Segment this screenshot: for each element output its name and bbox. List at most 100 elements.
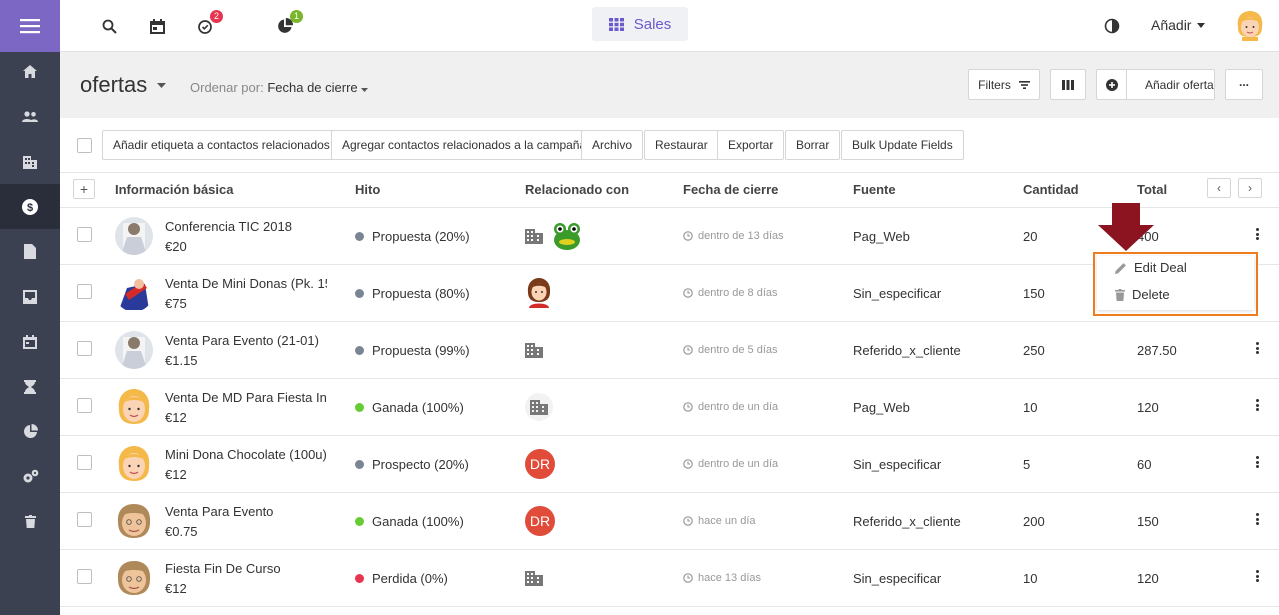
- calendar-icon[interactable]: [145, 14, 169, 38]
- column-header[interactable]: Relacionado con: [525, 182, 630, 197]
- row-checkbox[interactable]: [77, 227, 92, 242]
- row-actions-icon[interactable]: [1253, 340, 1261, 356]
- row-actions-icon[interactable]: [1253, 454, 1261, 470]
- table-row[interactable]: Venta De MD Para Fiesta Infa €12 Ganada (1…: [60, 379, 1279, 436]
- trash-icon[interactable]: [0, 499, 60, 544]
- source-cell: Sin_especificar: [853, 457, 942, 472]
- home-icon[interactable]: [0, 49, 60, 94]
- deal-avatar[interactable]: [115, 274, 153, 312]
- export-button[interactable]: Exportar: [717, 130, 785, 160]
- reports-icon[interactable]: [0, 409, 60, 454]
- reports-icon[interactable]: 1: [273, 10, 303, 38]
- context-menu: Edit Deal Delete: [1093, 252, 1258, 316]
- scroll-right-icon[interactable]: ›: [1238, 178, 1262, 198]
- contact-initials[interactable]: DR: [525, 506, 555, 536]
- table-row[interactable]: Venta Para Evento €0.75 Ganada (100%) DR hac…: [60, 493, 1279, 550]
- app-switcher-button[interactable]: Sales: [592, 7, 688, 41]
- table-row[interactable]: Venta Para Evento (21-01) €1.15 Propuesta …: [60, 322, 1279, 379]
- filters-button[interactable]: Filters: [968, 69, 1040, 100]
- stage-dot-icon: [355, 517, 364, 526]
- user-avatar[interactable]: [1236, 11, 1264, 41]
- add-to-campaign-button[interactable]: Agregar contactos relacionados a la camp…: [331, 130, 598, 160]
- deal-name[interactable]: Venta De Mini Donas (Pk. 15: [165, 276, 327, 291]
- add-label: Añadir: [1151, 17, 1192, 33]
- row-checkbox[interactable]: [77, 284, 92, 299]
- alarm-icon[interactable]: 2: [193, 10, 223, 38]
- close-date-cell: hace un día: [683, 515, 756, 527]
- deal-avatar[interactable]: [115, 445, 153, 483]
- contact-initials[interactable]: DR: [525, 449, 555, 479]
- deal-avatar[interactable]: [115, 559, 153, 597]
- scroll-left-icon[interactable]: ‹: [1207, 178, 1231, 198]
- edit-deal-item[interactable]: Edit Deal: [1115, 260, 1187, 275]
- row-checkbox[interactable]: [77, 398, 92, 413]
- theme-toggle-icon[interactable]: [1100, 14, 1124, 38]
- calendar-icon[interactable]: [0, 319, 60, 364]
- contact-avatar[interactable]: [525, 278, 553, 308]
- column-header[interactable]: Fecha de cierre: [683, 182, 779, 197]
- select-all-checkbox[interactable]: [77, 138, 92, 153]
- deal-avatar[interactable]: [115, 502, 153, 540]
- columns-view-button[interactable]: [1050, 69, 1086, 100]
- column-header[interactable]: Fuente: [853, 182, 896, 197]
- deal-name[interactable]: Conferencia TIC 2018: [165, 219, 292, 234]
- row-checkbox[interactable]: [77, 455, 92, 470]
- inbox-icon[interactable]: [0, 274, 60, 319]
- topbar: 2 1 Sales Añadir: [60, 0, 1279, 52]
- contacts-icon[interactable]: [0, 94, 60, 139]
- deal-amount: €12: [165, 410, 187, 425]
- table-row[interactable]: Venta De Mini Donas (Pk. 15 €75 Propuesta …: [60, 265, 1279, 322]
- deal-name[interactable]: Mini Dona Chocolate (100u): [165, 447, 327, 462]
- add-deal-button[interactable]: Añadir oferta: [1096, 69, 1215, 100]
- filters-label: Filters: [978, 77, 1011, 92]
- settings-icon[interactable]: [0, 454, 60, 499]
- document-icon[interactable]: [0, 229, 60, 274]
- search-icon[interactable]: [97, 14, 121, 38]
- column-header[interactable]: Cantidad: [1023, 182, 1079, 197]
- archive-button[interactable]: Archivo: [581, 130, 644, 160]
- row-actions-icon[interactable]: [1253, 568, 1261, 584]
- stage-cell: Ganada (100%): [355, 400, 464, 415]
- add-column-button[interactable]: +: [73, 179, 95, 199]
- deal-avatar[interactable]: [115, 217, 153, 255]
- sort-control[interactable]: Ordenar por: Fecha de cierre: [190, 80, 369, 95]
- table-row[interactable]: Fiesta Fin De Curso €12 Perdida (0%) hace 1…: [60, 550, 1279, 607]
- context-menu-panel: Edit Deal Delete: [1097, 256, 1254, 310]
- row-checkbox[interactable]: [77, 569, 92, 584]
- row-checkbox[interactable]: [77, 341, 92, 356]
- bulk-update-button[interactable]: Bulk Update Fields: [841, 130, 964, 160]
- company-icon: [525, 571, 543, 586]
- deal-avatar[interactable]: [115, 388, 153, 426]
- deal-name[interactable]: Fiesta Fin De Curso: [165, 561, 281, 576]
- column-header[interactable]: Hito: [355, 182, 381, 197]
- column-header[interactable]: Información básica: [115, 182, 234, 197]
- row-checkbox[interactable]: [77, 512, 92, 527]
- table-row[interactable]: Mini Dona Chocolate (100u) €12 Prospecto (…: [60, 436, 1279, 493]
- hourglass-icon[interactable]: [0, 364, 60, 409]
- related-cell: DR: [525, 448, 555, 480]
- menu-icon[interactable]: [0, 0, 60, 52]
- deals-icon[interactable]: $: [0, 184, 60, 229]
- close-date: hace 13 días: [698, 572, 761, 584]
- companies-icon[interactable]: [0, 139, 60, 184]
- related-cell: [525, 334, 543, 366]
- column-header[interactable]: Total: [1137, 182, 1168, 197]
- source-cell: Sin_especificar: [853, 286, 942, 301]
- contact-avatar[interactable]: [551, 220, 583, 252]
- delete-button[interactable]: Borrar: [785, 130, 841, 160]
- deal-name[interactable]: Venta Para Evento (21-01): [165, 333, 319, 348]
- delete-item[interactable]: Delete: [1115, 287, 1170, 302]
- stage-dot-icon: [355, 289, 364, 298]
- tag-contacts-button[interactable]: Añadir etiqueta a contactos relacionados: [102, 130, 341, 160]
- restore-button[interactable]: Restaurar: [644, 130, 719, 160]
- add-dropdown[interactable]: Añadir: [1151, 17, 1206, 33]
- row-actions-icon[interactable]: [1253, 397, 1261, 413]
- stage-label: Ganada (100%): [372, 400, 464, 415]
- page-title[interactable]: ofertas: [80, 72, 167, 98]
- deal-name[interactable]: Venta Para Evento: [165, 504, 274, 519]
- row-actions-icon[interactable]: [1253, 226, 1261, 242]
- more-button[interactable]: ...: [1225, 69, 1263, 100]
- row-actions-icon[interactable]: [1253, 511, 1261, 527]
- deal-avatar[interactable]: [115, 331, 153, 369]
- deal-name[interactable]: Venta De MD Para Fiesta Infa: [165, 390, 327, 405]
